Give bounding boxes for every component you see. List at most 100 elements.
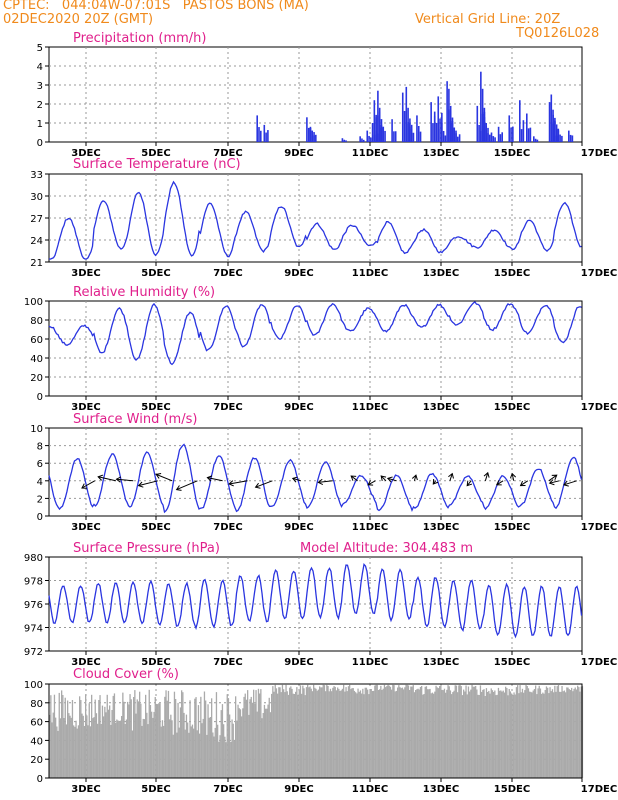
cloud-bar (86, 715, 88, 778)
cloud-bar (441, 689, 443, 778)
x-tick-label: 13DEC (423, 657, 459, 668)
precip-bar (453, 133, 456, 142)
cloud-bar (58, 692, 60, 778)
cloud-bar (413, 692, 416, 778)
cloud-bar (163, 725, 165, 778)
y-tick-label: 40 (30, 736, 43, 747)
cloud-bar (52, 712, 54, 778)
cloud-bar (579, 691, 581, 778)
cloud-bar (286, 691, 288, 778)
cloud-bar (478, 695, 480, 778)
cloud-bar (547, 687, 549, 778)
cloud-bar (542, 692, 544, 778)
cloud-bar (569, 690, 572, 778)
cloud-bar (226, 694, 228, 778)
cloud-bar (326, 684, 328, 778)
cloud-bar (375, 684, 377, 778)
cloud-bar (112, 695, 114, 778)
cloud-bar (133, 697, 135, 778)
cloud-bar (215, 692, 218, 778)
wind-arrow (292, 477, 301, 482)
precip-bar (512, 126, 514, 142)
cloud-bar (311, 691, 314, 778)
x-tick-label: 13DEC (423, 402, 459, 413)
precip-bar (529, 127, 532, 142)
precip-bar (378, 107, 381, 142)
precip-bar (441, 123, 443, 142)
cloud-bar (515, 687, 518, 778)
wind-arrow-head (483, 471, 490, 478)
wind-arrow-head (228, 480, 234, 487)
x-tick-label: 3DEC (71, 402, 100, 413)
cloud-bar (422, 694, 424, 778)
wind-vectors (81, 471, 577, 491)
x-tick-label: 9DEC (284, 268, 313, 279)
cloud-bar (154, 697, 156, 778)
cloud-bar (530, 691, 532, 778)
x-tick-label: 15DEC (494, 657, 530, 668)
cloud-bar (488, 690, 490, 778)
cloud-bar (580, 686, 582, 778)
wind-arrow (367, 480, 376, 486)
precip-bar (490, 132, 493, 142)
y-tick-label: 30 (30, 192, 43, 203)
precip-bar (555, 124, 558, 142)
cloud-bar (259, 693, 261, 778)
cloud-bar (362, 688, 364, 778)
cloud-bar (241, 716, 243, 778)
cloud-bar (337, 687, 339, 778)
cloud-bar (459, 684, 461, 778)
wind-arrow-head (367, 480, 374, 486)
cloud-bar (173, 691, 176, 778)
cloud-bar (302, 685, 304, 778)
cloud-bar (161, 720, 164, 778)
wind-arrow-head (548, 479, 555, 486)
cloud-bar (451, 694, 453, 778)
cloud-bar (543, 693, 545, 778)
cloud-bar (221, 704, 224, 778)
cloud-bar (231, 719, 233, 778)
cloud-bar (553, 692, 555, 778)
precip-bar (343, 139, 345, 142)
cloud-bar (70, 717, 72, 778)
cloud-bar (87, 725, 89, 778)
cloud-bar (566, 687, 568, 778)
cloud-bar (541, 693, 543, 778)
cloud-bar (307, 684, 309, 778)
cloud-bar (213, 736, 215, 778)
wind-arrow-head (551, 474, 558, 481)
cloud-bar (479, 685, 482, 778)
cloud-bar (151, 711, 153, 778)
cloud-bar (140, 703, 142, 778)
precip-bar (554, 121, 556, 142)
x-tick-label: 3DEC (71, 268, 100, 279)
cloud-bar (412, 685, 414, 778)
cloud-bar (529, 691, 531, 778)
precip-bars (256, 71, 574, 142)
cloud-bar (446, 689, 448, 778)
cloud-bar (271, 693, 273, 778)
wind-arrow (466, 480, 472, 486)
precip-bar (569, 134, 572, 142)
cloud-bar (205, 700, 207, 778)
cloud-bar (471, 684, 473, 778)
cloud-bar (328, 691, 330, 778)
precip-bar (419, 131, 422, 142)
cloud-bar (109, 705, 111, 778)
header-grid-note: Vertical Grid Line: 20Z (415, 12, 561, 27)
cloud-bar (237, 704, 239, 778)
cloud-bar (323, 685, 326, 778)
cloud-bar (495, 695, 497, 778)
wind-arrow (81, 480, 95, 489)
cloud-bar (368, 694, 370, 778)
panel-title: Surface Temperature (nC) (73, 157, 241, 172)
precip-bar (439, 118, 441, 142)
wind-arrow (387, 477, 397, 482)
cloud-bar (176, 732, 178, 778)
precip-bar (555, 135, 558, 142)
cloud-bar (500, 690, 502, 778)
y-tick-label: 0 (37, 392, 43, 403)
precip-bar (571, 135, 574, 142)
cloud-bar (536, 694, 538, 778)
precip-bar (306, 117, 308, 142)
